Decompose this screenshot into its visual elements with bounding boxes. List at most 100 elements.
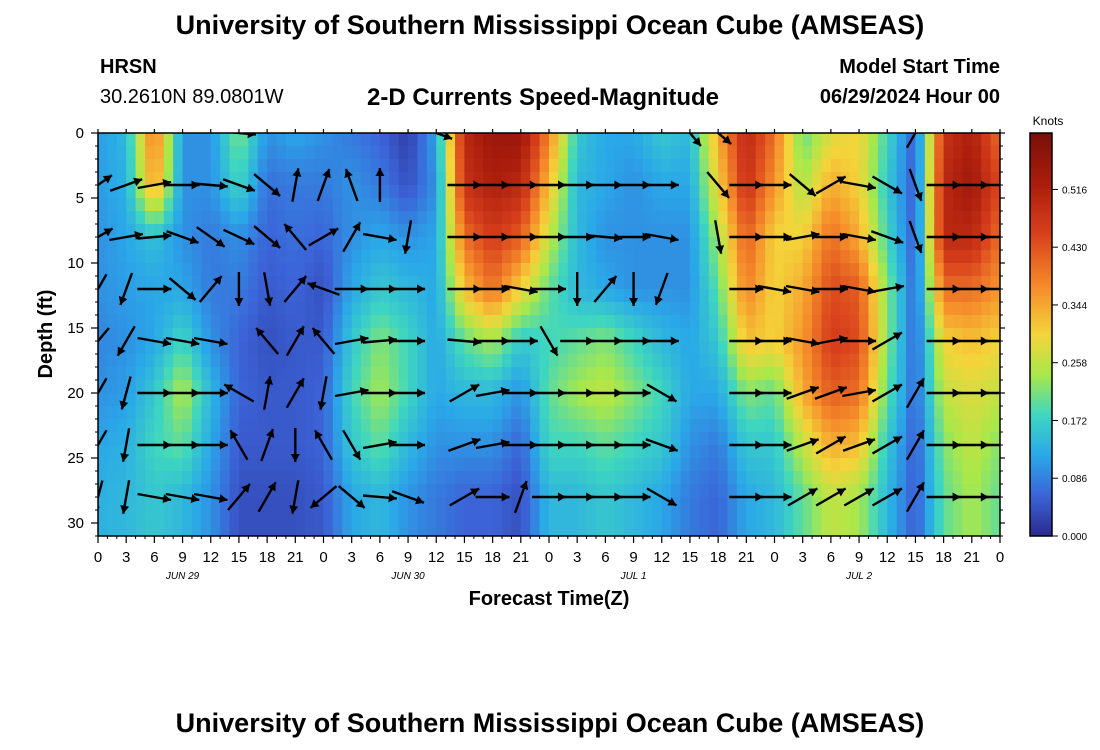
heat-cell (502, 367, 513, 381)
heat-cell (614, 302, 625, 316)
heat-cell (267, 315, 278, 329)
heat-cell (520, 133, 531, 147)
heat-cell (586, 497, 597, 511)
heat-cell (483, 328, 494, 342)
heat-cell (511, 497, 522, 511)
heat-cell (699, 497, 710, 511)
heat-cell (680, 510, 691, 524)
heat-cell (830, 185, 841, 199)
heat-cell (417, 263, 428, 277)
heat-cell (915, 341, 926, 355)
x-tick-label: 15 (456, 549, 473, 566)
heat-cell (783, 406, 794, 420)
heat-cell (652, 484, 663, 498)
heat-cell (859, 393, 870, 407)
heat-cell (549, 172, 559, 186)
heat-cell (201, 211, 212, 225)
heat-cell (887, 341, 898, 355)
heat-cell (868, 458, 879, 472)
heat-cell (830, 172, 841, 186)
heat-cell (361, 484, 372, 498)
heat-cell (248, 263, 259, 277)
heat-cell (351, 315, 362, 329)
heat-cell (774, 419, 785, 433)
heat-cell (98, 406, 108, 420)
heat-cell (633, 263, 644, 277)
heat-cell (417, 367, 428, 381)
heat-cell (661, 133, 672, 147)
heat-cell (708, 367, 719, 381)
heat-cell (248, 419, 259, 433)
heat-cell (154, 224, 165, 238)
current-vector (842, 180, 877, 191)
current-vector (503, 336, 538, 346)
heat-cell (859, 263, 870, 277)
heat-cell (981, 250, 992, 264)
heat-cell (417, 315, 428, 329)
heat-cell (868, 263, 879, 277)
heat-cell (163, 276, 174, 290)
current-vector (786, 437, 820, 452)
heat-cell (464, 393, 475, 407)
heat-cell (652, 224, 663, 238)
heat-cell (342, 289, 353, 303)
x-tick-label: 18 (935, 549, 952, 566)
heat-cell (163, 458, 174, 472)
page-title: University of Southern Mississippi Ocean… (175, 10, 925, 40)
heat-cell (868, 315, 879, 329)
heat-cell (577, 471, 588, 485)
heat-cell (238, 172, 249, 186)
heat-cell (746, 315, 757, 329)
heat-cell (370, 484, 381, 498)
heat-cell (220, 250, 231, 264)
heat-cell (765, 159, 776, 173)
heat-cell (238, 510, 249, 524)
heat-cell (671, 484, 682, 498)
heat-cell (370, 289, 381, 303)
heat-cell (671, 419, 682, 433)
heat-cell (990, 432, 1000, 446)
x-tick-label: 15 (231, 549, 248, 566)
heat-cell (821, 328, 832, 342)
heat-cell (689, 315, 700, 329)
heat-cell (210, 224, 221, 238)
heat-cell (802, 276, 813, 290)
heat-cell (953, 133, 964, 147)
heat-cell (699, 289, 710, 303)
heat-cell (323, 484, 334, 498)
heat-cell (793, 146, 804, 160)
heat-cell (351, 380, 362, 394)
heat-cell (595, 406, 606, 420)
heat-cell (802, 224, 813, 238)
heat-cell (238, 146, 249, 160)
heat-cell (530, 354, 541, 368)
heat-cell (586, 471, 597, 485)
heat-cell (595, 237, 606, 251)
heat-cell (248, 406, 259, 420)
heat-cell (107, 133, 118, 147)
heat-cell (567, 276, 578, 290)
heat-cell (558, 419, 569, 433)
heat-cell (107, 458, 118, 472)
heat-cell (295, 159, 306, 173)
heat-cell (896, 510, 907, 524)
heat-cell (849, 237, 860, 251)
current-vector (109, 177, 143, 192)
heat-cell (520, 302, 531, 316)
heat-cell (285, 367, 296, 381)
heat-cell (802, 497, 813, 511)
heat-cell (962, 315, 973, 329)
heat-cell (144, 289, 155, 303)
heat-cell (840, 510, 851, 524)
heat-cell (981, 133, 992, 147)
heat-cell (473, 393, 484, 407)
heat-cell (624, 289, 635, 303)
heat-cell (859, 172, 870, 186)
heat-cell (182, 237, 193, 251)
heat-cell (652, 315, 663, 329)
heat-cell (652, 289, 663, 303)
heat-cell (304, 380, 315, 394)
current-vector (227, 483, 251, 511)
heat-cell (727, 289, 738, 303)
heat-cell (361, 159, 372, 173)
